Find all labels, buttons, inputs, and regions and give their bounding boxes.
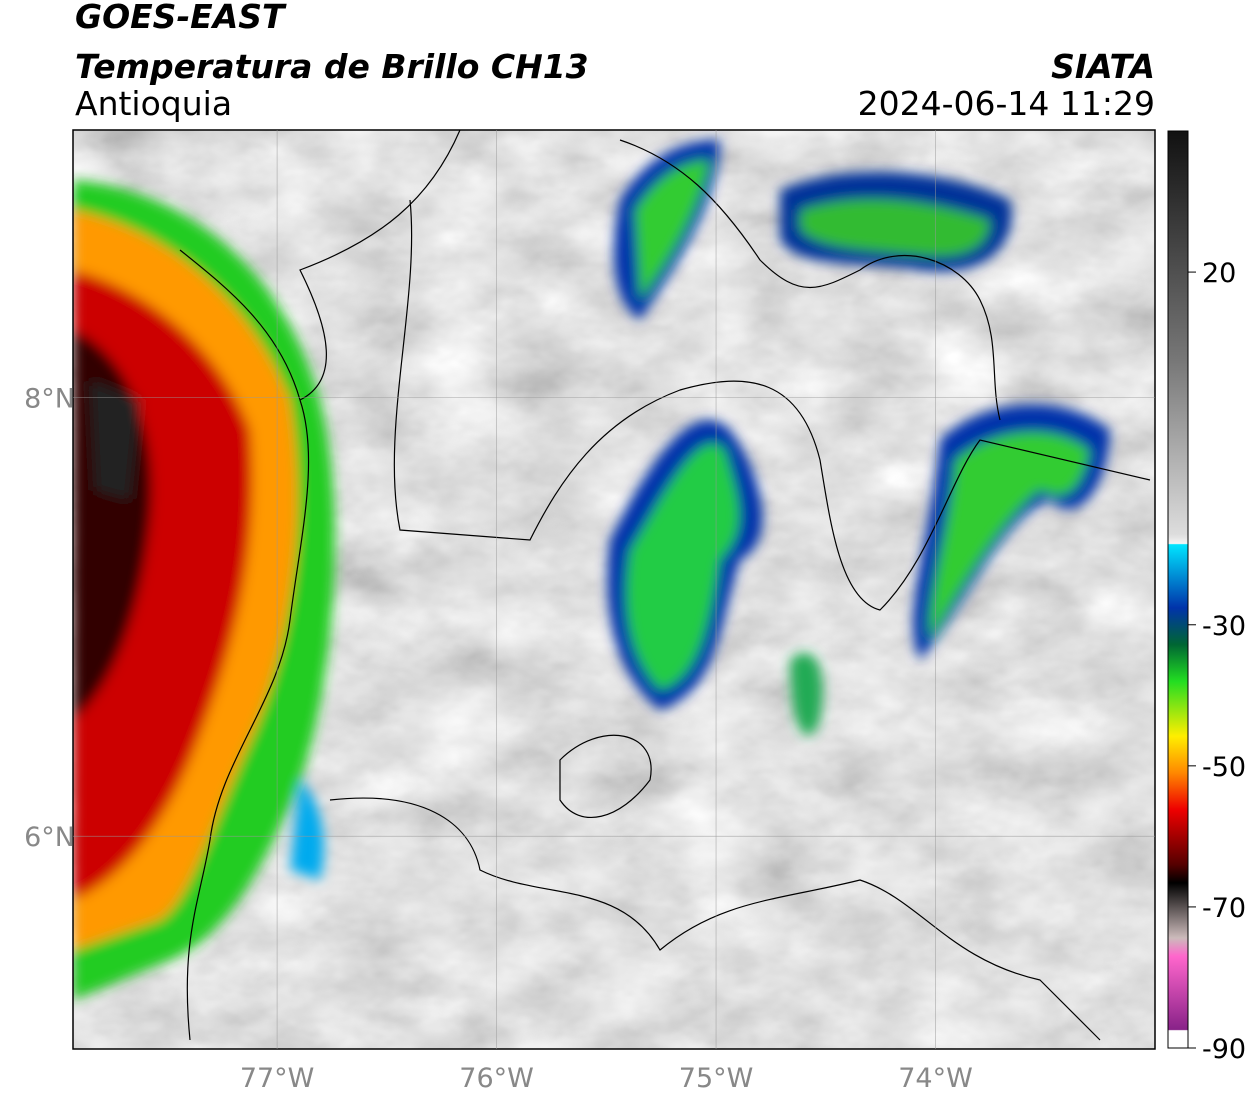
source: SIATA [1051,47,1155,86]
x-tick-label: 74°W [898,1063,973,1094]
colorbar [1167,130,1189,1049]
x-tick-label: 75°W [679,1063,754,1094]
colorbar-tick-label: 20 [1202,258,1236,289]
y-tick-label: 8°N [24,384,75,415]
region: Antioquia [75,84,232,123]
colorbar-tick-label: -30 [1202,611,1246,642]
satellite-image [73,130,1155,1049]
title: GOES-EAST [75,0,287,36]
y-tick-label: 6°N [24,822,75,853]
map-frame [72,129,1156,1050]
subtitle: Temperatura de Brillo CH13 [75,47,589,86]
datetime: 2024-06-14 11:29 [858,84,1155,123]
colorbar-tick-label: -50 [1202,752,1246,783]
colorbar-tick-label: -70 [1202,893,1246,924]
colorbar-tick-label: -90 [1202,1034,1246,1065]
x-tick-label: 76°W [459,1063,534,1094]
x-tick-label: 77°W [240,1063,315,1094]
